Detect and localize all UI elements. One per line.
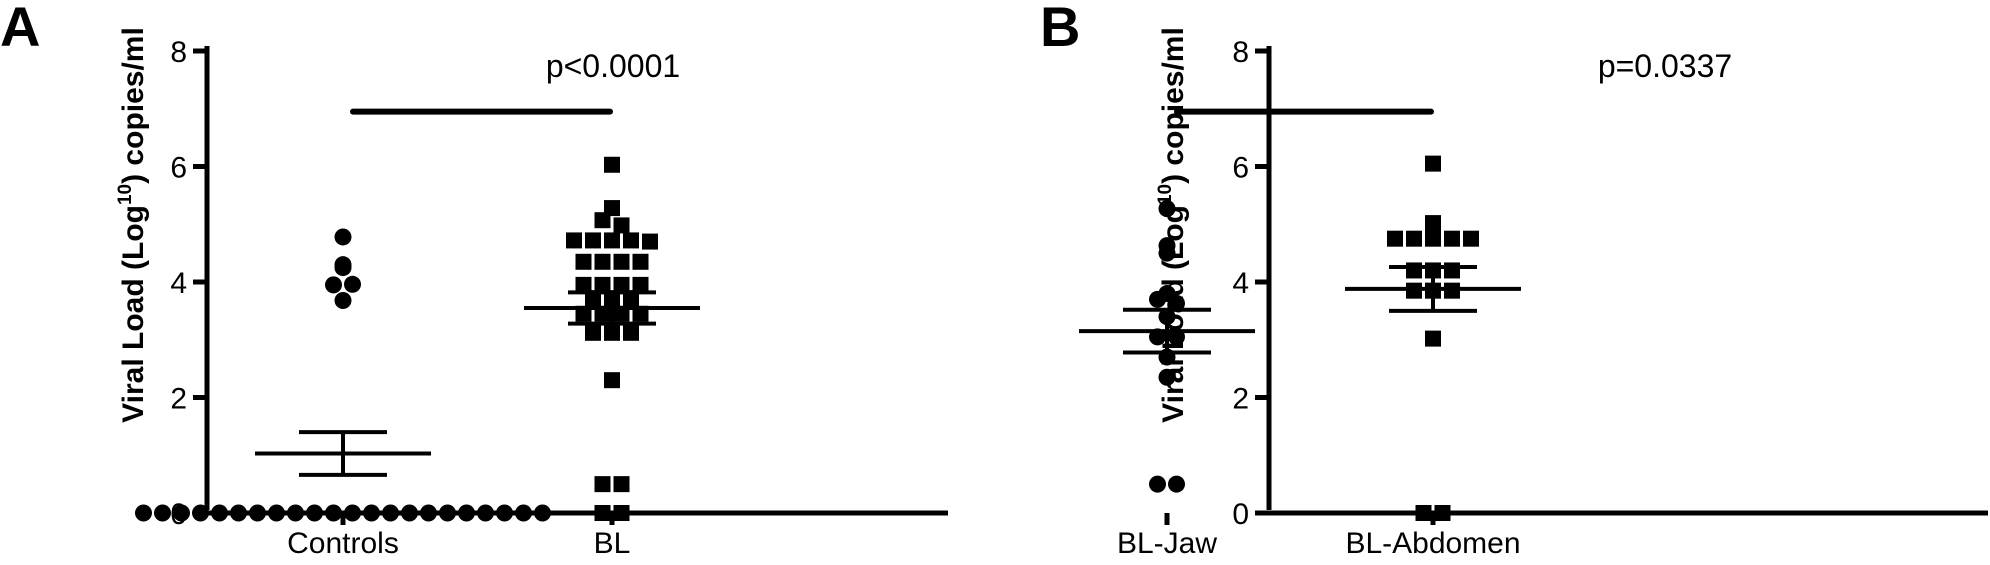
data-point-circle	[515, 504, 532, 522]
data-point-square	[1425, 330, 1441, 347]
data-points	[135, 156, 658, 522]
data-point-circle	[211, 504, 228, 522]
data-point-square	[613, 217, 630, 234]
data-point-circle	[344, 275, 361, 293]
data-point-circle	[334, 256, 352, 274]
data-point-square	[594, 276, 611, 293]
data-point-circle	[363, 504, 380, 522]
data-point-circle	[192, 504, 209, 522]
data-point-circle	[230, 504, 247, 522]
y-tick-label: 6	[170, 152, 187, 185]
data-point-circle	[325, 276, 342, 294]
data-point-square	[594, 212, 611, 229]
data-point-square	[1444, 230, 1460, 247]
data-point-square	[1425, 155, 1441, 172]
data-point-square	[642, 233, 658, 250]
y-tick-label: 2	[170, 383, 187, 416]
data-point-square	[613, 476, 630, 493]
y-tick-label: 8	[1232, 36, 1249, 69]
data-point-square	[604, 232, 620, 249]
data-point-square	[1406, 262, 1422, 279]
x-category-label: BL	[594, 527, 631, 560]
data-point-circle	[382, 504, 399, 522]
data-point-square	[604, 200, 620, 217]
x-ticks: Controls BL	[287, 513, 630, 560]
data-point-square	[1415, 505, 1432, 521]
data-point-square	[585, 324, 601, 341]
data-point-square	[594, 476, 611, 493]
panel-letter: B	[1040, 0, 1080, 58]
data-point-circle	[401, 504, 418, 522]
y-tick-label: 0	[1232, 498, 1249, 531]
y-tick-label: 4	[1232, 267, 1249, 300]
data-point-circle	[458, 504, 475, 522]
x-ticks: BL-Jaw BL-Abdomen	[1117, 513, 1521, 560]
data-point-circle	[325, 504, 342, 522]
data-point-square	[623, 324, 639, 341]
data-point-square	[575, 276, 592, 293]
p-value-label: p<0.0001	[546, 48, 680, 84]
data-point-square	[575, 253, 592, 270]
data-point-circle	[135, 504, 152, 522]
data-point-square	[604, 372, 620, 389]
mean-sem-bars	[1079, 264, 1521, 355]
x-category-label: BL-Abdomen	[1345, 527, 1520, 560]
data-point-circle	[173, 504, 190, 522]
data-point-square	[1444, 262, 1460, 279]
data-point-square	[585, 232, 601, 249]
y-tick-label: 4	[170, 267, 187, 300]
data-point-circle	[1158, 368, 1176, 386]
data-point-circle	[334, 228, 352, 246]
data-point-square	[613, 253, 630, 270]
data-point-square	[604, 324, 620, 341]
data-point-circle	[344, 504, 361, 522]
data-point-square	[566, 232, 582, 249]
y-tick-label: 6	[1232, 152, 1249, 185]
y-tick-label: 8	[170, 36, 187, 69]
data-point-circle	[439, 504, 456, 522]
data-point-square	[613, 276, 630, 293]
y-ticks: 0 2 4 6 8	[1232, 36, 1269, 531]
data-point-circle	[496, 504, 513, 522]
data-point-square	[1463, 230, 1479, 247]
data-point-square	[613, 505, 630, 521]
data-point-square	[1425, 215, 1441, 232]
data-point-square	[594, 253, 611, 270]
x-category-label: Controls	[287, 527, 399, 560]
mean-sem-bars	[255, 290, 700, 477]
data-point-square	[594, 505, 611, 521]
data-point-circle	[1158, 200, 1176, 218]
data-point-circle	[306, 504, 323, 522]
data-point-square	[1434, 505, 1451, 521]
y-tick-label: 2	[1232, 383, 1249, 416]
data-point-circle	[1149, 475, 1166, 493]
data-point-circle	[249, 504, 266, 522]
data-point-circle	[287, 504, 304, 522]
data-point-square	[1406, 230, 1422, 247]
data-point-circle	[334, 291, 352, 309]
x-category-label: BL-Jaw	[1117, 527, 1217, 560]
data-point-circle	[534, 504, 551, 522]
p-value-label: p=0.0337	[1598, 48, 1732, 84]
data-point-circle	[1158, 285, 1176, 303]
panel-letter: A	[0, 0, 40, 58]
data-point-circle	[268, 504, 285, 522]
data-point-circle	[477, 504, 494, 522]
data-point-square	[632, 253, 649, 270]
data-point-square	[632, 276, 649, 293]
y-axis-label: Viral Load (Log10) copies/ml	[115, 27, 150, 423]
data-point-square	[604, 156, 620, 173]
data-point-circle	[154, 504, 171, 522]
data-point-square	[623, 232, 639, 249]
data-point-circle	[1158, 237, 1176, 255]
data-points	[1149, 155, 1479, 521]
data-point-circle	[420, 504, 437, 522]
data-point-square	[1387, 230, 1403, 247]
data-point-circle	[1168, 475, 1185, 493]
